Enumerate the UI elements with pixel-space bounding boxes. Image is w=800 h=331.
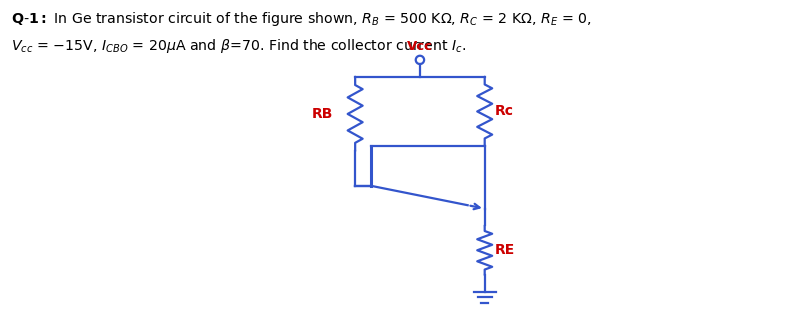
Text: $\mathbf{Q\text{-}1:}$ In Ge transistor circuit of the figure shown, $R_B$ = 500: $\mathbf{Q\text{-}1:}$ In Ge transistor …: [11, 10, 592, 28]
Text: Vcc: Vcc: [407, 40, 433, 53]
Text: Rc: Rc: [494, 105, 514, 118]
Text: RB: RB: [312, 107, 334, 121]
Text: $V_{cc}$ = $-$15V, $I_{CBO}$ = 20$\mu$A and $\beta$=70. Find the collector curre: $V_{cc}$ = $-$15V, $I_{CBO}$ = 20$\mu$A …: [11, 37, 466, 55]
Text: RE: RE: [494, 243, 515, 257]
